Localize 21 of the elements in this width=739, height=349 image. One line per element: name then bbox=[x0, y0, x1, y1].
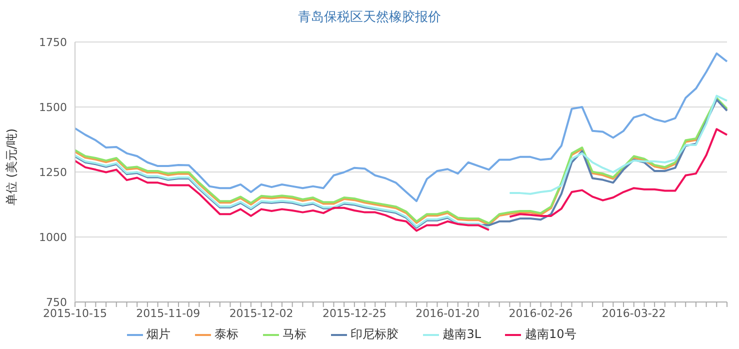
y-tick-label: 1750 bbox=[39, 36, 67, 49]
legend-label: 烟片 bbox=[146, 327, 171, 341]
x-tick-label: 2016-03-22 bbox=[602, 306, 666, 320]
y-tick-label: 1000 bbox=[39, 230, 67, 244]
y-axis-title: 单位 (美元/吨) bbox=[4, 128, 20, 206]
legend-label: 泰标 bbox=[214, 327, 239, 341]
legend-label: 马标 bbox=[282, 327, 307, 341]
x-tick-label: 2016-02-26 bbox=[508, 306, 573, 320]
x-tick-label: 2015-10-15 bbox=[43, 306, 107, 320]
x-tick-label: 2015-12-25 bbox=[322, 306, 386, 320]
line-series bbox=[74, 52, 728, 202]
chart-title: 青岛保税区天然橡胶报价 bbox=[297, 9, 442, 26]
x-tick-label: 2015-11-09 bbox=[136, 306, 200, 320]
legend-label: 越南10号 bbox=[525, 327, 576, 341]
y-tick-label: 1250 bbox=[39, 166, 67, 179]
y-tick-label: 750 bbox=[46, 296, 67, 309]
y-tick-label: 1500 bbox=[39, 100, 67, 114]
legend-label: 越南3L bbox=[442, 327, 482, 341]
x-tick-label: 2015-12-02 bbox=[229, 306, 294, 320]
legend-label: 印尼标胶 bbox=[350, 327, 399, 341]
x-tick-label: 2016-01-20 bbox=[416, 306, 480, 320]
